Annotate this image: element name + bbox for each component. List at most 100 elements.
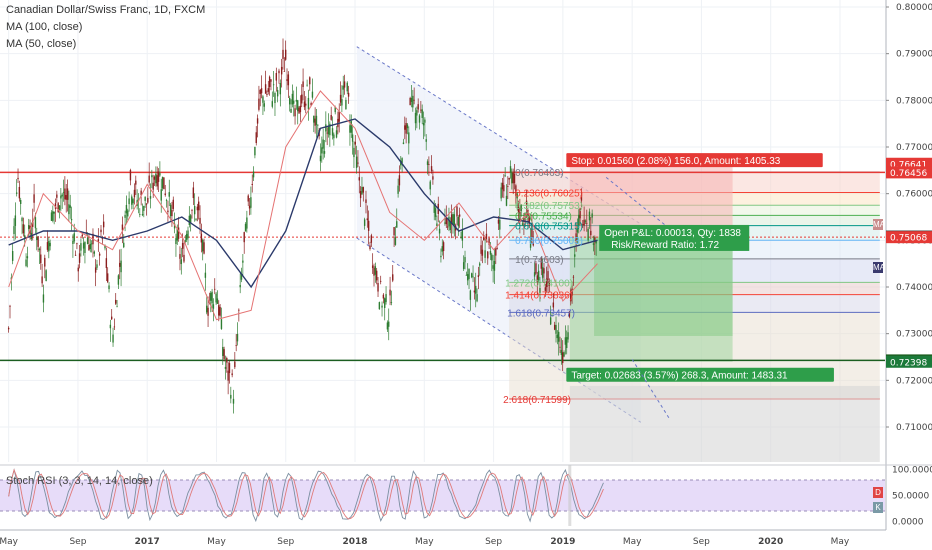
- candle-body: [133, 189, 136, 198]
- candle-body: [258, 98, 260, 110]
- stoch-rsi-legend[interactable]: Stoch RSI (3, 3, 14, 14, close): [6, 475, 153, 487]
- candle-body: [69, 205, 71, 208]
- fib-label: 1.618(0.73457): [507, 308, 575, 319]
- candle-body: [413, 99, 415, 101]
- candle-body: [335, 130, 338, 138]
- candle-body: [507, 186, 509, 187]
- candle-body: [22, 224, 25, 234]
- candle-body: [82, 242, 85, 249]
- candle-body: [465, 274, 468, 276]
- candle-body: [24, 235, 26, 238]
- y-tick-label: 0.72000: [896, 376, 932, 386]
- x-tick-label: Sep: [69, 537, 86, 547]
- candle-body: [535, 263, 537, 274]
- ma-badge-1[interactable]: MA: [873, 219, 885, 230]
- candle-body: [193, 206, 196, 215]
- candle-body: [354, 141, 356, 145]
- ma-badge-2[interactable]: MA: [873, 262, 885, 273]
- candle-body: [469, 290, 472, 300]
- candle-body: [81, 234, 83, 237]
- open-pl-label: Open P&L: 0.00013, Qty: 1838: [604, 228, 741, 239]
- candle-body: [117, 275, 120, 285]
- candle-body: [227, 370, 229, 381]
- candle-body: [56, 194, 58, 198]
- candle-body: [326, 132, 328, 134]
- candle-body: [570, 290, 572, 302]
- candle-body: [536, 275, 538, 282]
- candle-body: [370, 235, 373, 243]
- candle-body: [504, 175, 506, 177]
- candle-body: [579, 208, 581, 219]
- candle-body: [556, 334, 559, 339]
- candle-body: [552, 302, 555, 308]
- target-label-bg: [566, 367, 834, 382]
- candle-body: [389, 289, 391, 296]
- candle-body: [262, 96, 264, 103]
- candle-body: [487, 251, 489, 259]
- candle-body: [32, 220, 34, 227]
- candle-body: [359, 191, 362, 199]
- candle-body: [397, 185, 399, 194]
- candle-body: [497, 219, 500, 224]
- candle-body: [559, 346, 561, 348]
- candle-body: [341, 99, 343, 106]
- candle-body: [311, 91, 314, 98]
- candle-body: [333, 134, 335, 139]
- candle-body: [271, 101, 274, 107]
- candle-body: [106, 273, 109, 282]
- candle-body: [323, 151, 326, 154]
- candle-body: [471, 273, 473, 278]
- candle-body: [211, 291, 213, 304]
- candle-body: [66, 188, 69, 200]
- candle-body: [307, 97, 310, 110]
- candle-body: [220, 319, 223, 329]
- candle-body: [382, 294, 385, 299]
- price-tag: 0.72398: [890, 358, 927, 368]
- candle-body: [139, 214, 141, 215]
- candle-body: [238, 309, 240, 311]
- candle-body: [78, 253, 81, 263]
- x-tick-label: May: [623, 537, 642, 547]
- x-tick-label: Sep: [277, 537, 294, 547]
- candle-body: [147, 197, 149, 203]
- x-tick-label: 2018: [343, 537, 368, 547]
- candle-body: [259, 89, 261, 94]
- candle-body: [73, 233, 75, 242]
- candle-body: [394, 237, 397, 245]
- candle-body: [584, 220, 587, 222]
- ma100-legend[interactable]: MA (100, close): [6, 21, 83, 33]
- candle-body: [398, 175, 401, 186]
- candle-body: [250, 197, 252, 208]
- candle-body: [515, 185, 517, 196]
- candle-body: [246, 217, 248, 229]
- candle-body: [572, 276, 575, 278]
- fib-label: 0.236(0.76025): [515, 189, 583, 200]
- candle-body: [153, 176, 156, 180]
- candle-body: [426, 161, 429, 165]
- candle-body: [121, 224, 124, 231]
- candle-body: [568, 311, 571, 317]
- stoch-d-badge[interactable]: D: [873, 487, 883, 498]
- candle-body: [380, 280, 382, 282]
- candle-body: [420, 109, 422, 111]
- price-tag: 0.76641: [890, 160, 927, 170]
- candle-body: [37, 236, 39, 247]
- candle-body: [457, 217, 460, 227]
- candle-body: [243, 232, 245, 243]
- candle-body: [402, 142, 405, 144]
- candle-body: [298, 107, 300, 114]
- candle-body: [452, 214, 454, 226]
- stoch-k-badge[interactable]: K: [873, 502, 883, 513]
- candle-body: [172, 199, 174, 209]
- fib-label: 1.414(0.73836): [505, 291, 573, 302]
- candle-body: [343, 81, 346, 88]
- candle-body: [519, 212, 521, 222]
- candle-body: [566, 337, 568, 349]
- candle-body: [405, 122, 407, 134]
- candle-body: [460, 237, 462, 239]
- ma50-legend[interactable]: MA (50, close): [6, 38, 77, 50]
- candle-body: [131, 196, 133, 205]
- candle-body: [302, 81, 304, 88]
- candle-body: [280, 66, 283, 75]
